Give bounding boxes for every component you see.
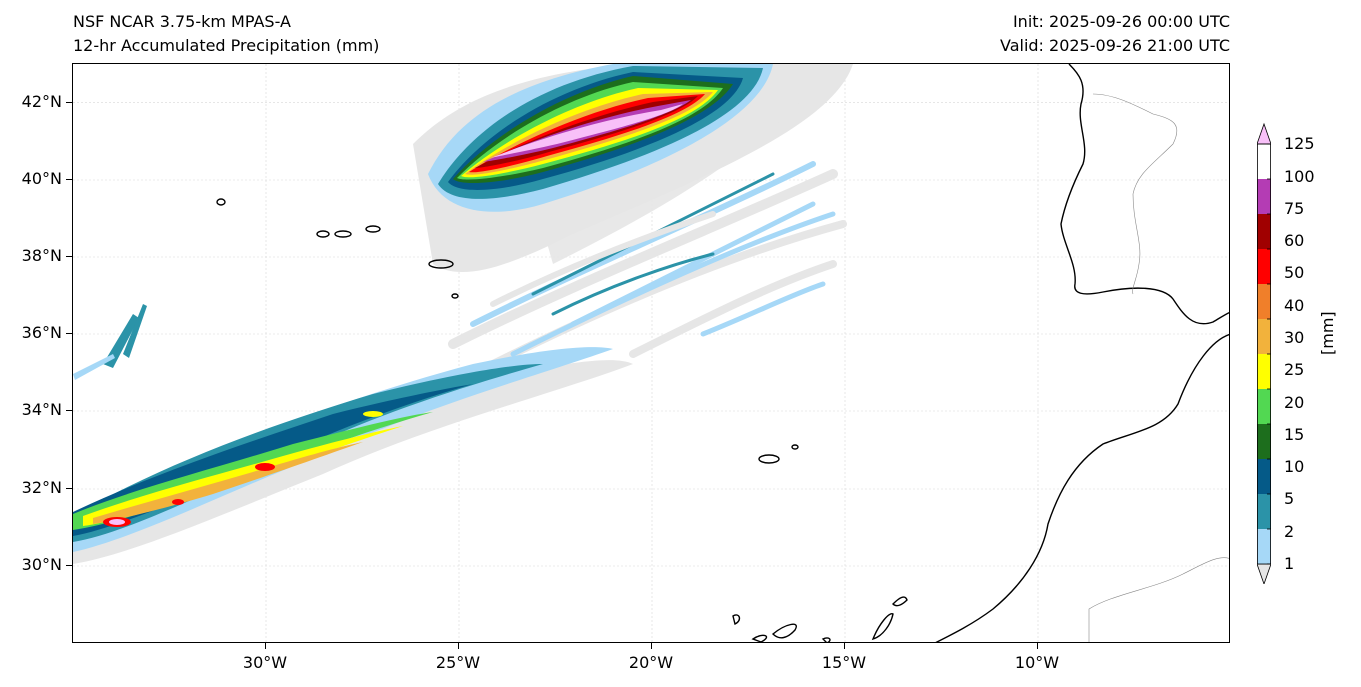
- lon-label-15w: 15°W: [821, 653, 867, 672]
- colorbar-segment: [1257, 389, 1271, 424]
- colorbar-extend-low: [1257, 563, 1271, 584]
- colorbar-label-125: 125: [1284, 134, 1315, 153]
- colorbar-segment: [1257, 424, 1271, 459]
- colorbar-label-1: 1: [1284, 554, 1295, 573]
- lat-tick: [66, 410, 72, 411]
- lat-label-40: 40°N: [21, 169, 62, 188]
- colorbar-extend-high: [1257, 122, 1271, 145]
- lon-tick: [844, 643, 845, 649]
- colorbar-segment: [1257, 529, 1271, 564]
- precipitation-map: [73, 64, 1229, 642]
- colorbar-label-15: 15: [1284, 425, 1305, 444]
- field-title: 12-hr Accumulated Precipitation (mm): [73, 36, 380, 55]
- colorbar-label-20: 20: [1284, 393, 1305, 412]
- colorbar-segment: [1257, 319, 1271, 354]
- lon-label-30w: 30°W: [242, 653, 288, 672]
- colorbar-label-100: 100: [1284, 167, 1315, 186]
- gridlines: [73, 64, 1229, 642]
- lat-tick: [66, 333, 72, 334]
- precip-north-system: [413, 64, 853, 273]
- colorbar-label-30: 30: [1284, 328, 1305, 347]
- precip-streaks: [448, 161, 847, 368]
- lat-label-38: 38°N: [21, 246, 62, 265]
- lat-label-42: 42°N: [21, 92, 62, 111]
- borders: [1088, 93, 1229, 642]
- colorbar-segment: [1257, 249, 1271, 284]
- lat-label-36: 36°N: [21, 323, 62, 342]
- lat-tick: [66, 179, 72, 180]
- colorbar-segment: [1257, 179, 1271, 214]
- colorbar-label-50: 50: [1284, 263, 1305, 282]
- lon-label-10w: 10°W: [1014, 653, 1060, 672]
- lon-tick: [458, 643, 459, 649]
- colorbar-label-60: 60: [1284, 231, 1305, 250]
- lon-label-25w: 25°W: [435, 653, 481, 672]
- colorbar-segment: [1257, 284, 1271, 319]
- colorbar-label-2: 2: [1284, 522, 1295, 541]
- precip-southwest-band: [73, 347, 633, 564]
- init-time: Init: 2025-09-26 00:00 UTC: [1012, 12, 1230, 31]
- colorbar-label-75: 75: [1284, 199, 1305, 218]
- colorbar-segment: [1257, 354, 1271, 389]
- lon-tick: [265, 643, 266, 649]
- map-panel: [72, 63, 1230, 643]
- colorbar-segment: [1257, 459, 1271, 494]
- precip-west-cells: [73, 304, 147, 380]
- lat-tick: [66, 488, 72, 489]
- lat-tick: [66, 102, 72, 103]
- colorbar-label-5: 5: [1284, 489, 1295, 508]
- coastlines: [216, 64, 1229, 642]
- colorbar-label-10: 10: [1284, 457, 1305, 476]
- lat-tick: [66, 256, 72, 257]
- colorbar-label-25: 25: [1284, 360, 1305, 379]
- lon-tick: [1037, 643, 1038, 649]
- lon-label-20w: 20°W: [628, 653, 674, 672]
- lat-tick: [66, 565, 72, 566]
- colorbar-segment: [1257, 214, 1271, 249]
- colorbar-label-40: 40: [1284, 296, 1305, 315]
- colorbar: [1257, 122, 1271, 584]
- lat-label-30: 30°N: [21, 555, 62, 574]
- lat-label-32: 32°N: [21, 478, 62, 497]
- colorbar-segment: [1257, 494, 1271, 529]
- lat-label-34: 34°N: [21, 400, 62, 419]
- model-title: NSF NCAR 3.75-km MPAS-A: [73, 12, 291, 31]
- lon-tick: [651, 643, 652, 649]
- valid-time: Valid: 2025-09-26 21:00 UTC: [999, 36, 1230, 55]
- colorbar-unit-label: [mm]: [1318, 311, 1337, 355]
